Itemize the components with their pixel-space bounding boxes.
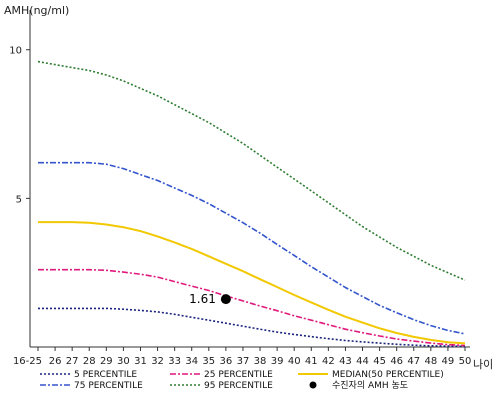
patient-marker: 1.61 xyxy=(189,292,231,306)
x-tick-label: 49 xyxy=(442,356,455,367)
series-lines xyxy=(37,60,466,348)
legend-marker-label: 수진자의 AMH 농도 xyxy=(332,380,408,391)
x-tick-label: 48 xyxy=(424,356,437,367)
x-tick-label: 16-25 xyxy=(13,356,42,367)
x-axis-title: 나이 xyxy=(473,358,493,371)
legend: 5 PERCENTILE 25 PERCENTILE MEDIAN(50 PERCE… xyxy=(40,370,444,391)
x-tick-label: 41 xyxy=(305,356,318,367)
patient-amh-value-label: 1.61 xyxy=(189,292,216,306)
x-tick-label: 28 xyxy=(83,356,96,367)
x-tick-label: 31 xyxy=(134,356,147,367)
legend-label-1: 5 PERCENTILE xyxy=(74,370,137,380)
x-tick-label: 37 xyxy=(237,356,250,367)
x-tick-label: 26 xyxy=(49,356,62,367)
axes: AMH(ng/ml) 나이 5 10 16-25 26 27 28 29 30 31 32 33 34 35… xyxy=(4,4,493,371)
patient-amh-point xyxy=(220,294,231,305)
x-tick-label: 50 xyxy=(459,356,472,367)
x-tick-label: 42 xyxy=(322,356,335,367)
y-tick-label: 5 xyxy=(16,194,22,205)
series-line-4 xyxy=(38,161,466,335)
x-tick-label: 43 xyxy=(339,356,352,367)
x-tick-label: 34 xyxy=(185,356,198,367)
legend-label-4: 75 PERCENTILE xyxy=(74,381,143,391)
x-tick-label: 27 xyxy=(66,356,79,367)
x-tick-label: 39 xyxy=(271,356,284,367)
x-tick-label: 30 xyxy=(117,356,130,367)
x-tick-label: 29 xyxy=(100,356,113,367)
legend-label-2: 25 PERCENTILE xyxy=(204,370,273,380)
x-tick-label: 32 xyxy=(151,356,164,367)
series-line-2 xyxy=(38,268,466,347)
x-tick-label: 36 xyxy=(220,356,233,367)
series-line-3 xyxy=(38,221,466,345)
x-tick-label: 45 xyxy=(373,356,386,367)
legend-label-3: MEDIAN(50 PERCENTILE) xyxy=(332,370,444,380)
x-tick-label: 46 xyxy=(390,356,403,367)
x-tick-label: 35 xyxy=(202,356,215,367)
x-tick-label: 44 xyxy=(356,356,369,367)
legend-label-5: 95 PERCENTILE xyxy=(204,381,273,391)
y-tick-label: 10 xyxy=(9,46,22,57)
x-tick-label: 47 xyxy=(407,356,420,367)
x-tick-label: 38 xyxy=(254,356,267,367)
x-tick-label: 33 xyxy=(168,356,181,367)
y-axis-title: AMH(ng/ml) xyxy=(4,4,69,17)
legend-marker-swatch xyxy=(309,381,317,389)
x-tick-label: 40 xyxy=(288,356,301,367)
series-line-5 xyxy=(37,60,466,281)
